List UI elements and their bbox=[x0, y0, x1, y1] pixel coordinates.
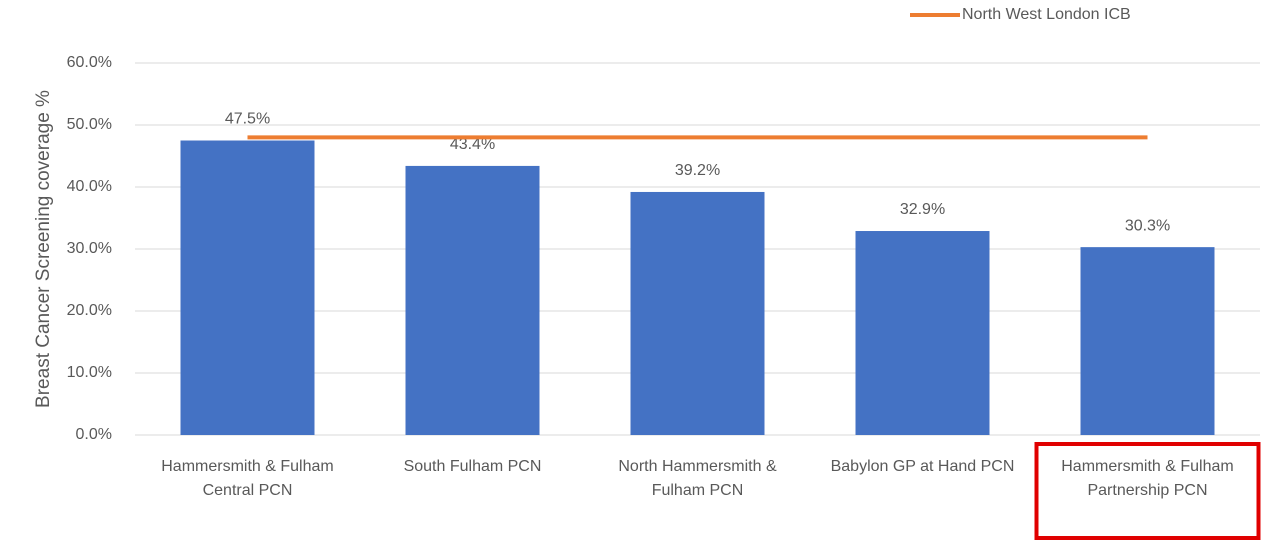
data-label: 32.9% bbox=[900, 201, 945, 218]
x-tick-label-box: Hammersmith & Fulham Central PCN bbox=[161, 458, 334, 499]
x-tick-label-box: Hammersmith & Fulham Partnership PCN bbox=[1061, 458, 1234, 499]
x-tick-label: Hammersmith & Fulham Central PCN bbox=[161, 458, 334, 499]
legend-label: North West London ICB bbox=[962, 6, 1131, 23]
y-tick-label: 20.0% bbox=[67, 302, 112, 319]
x-tick-label: Babylon GP at Hand PCN bbox=[830, 458, 1015, 475]
highlight-box bbox=[1034, 442, 1261, 540]
data-label: 30.3% bbox=[1125, 217, 1170, 234]
bar bbox=[855, 231, 990, 435]
data-label: 39.2% bbox=[675, 162, 720, 179]
y-tick-label: 0.0% bbox=[76, 426, 112, 443]
y-tick-label: 30.0% bbox=[67, 240, 112, 257]
x-tick-label: Hammersmith & Fulham Partnership PCN bbox=[1061, 458, 1234, 499]
y-tick-label: 40.0% bbox=[67, 178, 112, 195]
x-tick-label: South Fulham PCN bbox=[403, 458, 542, 475]
data-label: 43.4% bbox=[450, 136, 495, 153]
x-tick-label-box: Babylon GP at Hand PCN bbox=[830, 458, 1015, 475]
bar bbox=[1080, 247, 1215, 435]
bar bbox=[405, 165, 540, 436]
y-tick-label: 10.0% bbox=[67, 364, 112, 381]
y-axis-label: Breast Cancer Screening coverage % bbox=[33, 90, 54, 408]
data-label: 47.5% bbox=[225, 111, 270, 128]
y-tick-label: 60.0% bbox=[67, 54, 112, 71]
bar bbox=[630, 191, 765, 435]
x-tick-label: North Hammersmith & Fulham PCN bbox=[618, 458, 777, 499]
x-tick-label-box: South Fulham PCN bbox=[403, 458, 542, 475]
bar bbox=[180, 140, 315, 435]
y-tick-label: 50.0% bbox=[67, 116, 112, 133]
x-tick-label-box: North Hammersmith & Fulham PCN bbox=[618, 458, 777, 499]
